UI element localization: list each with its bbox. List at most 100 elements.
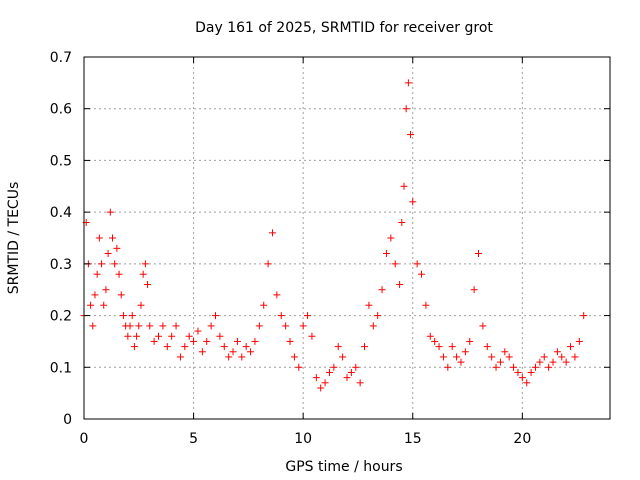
data-point <box>282 322 290 330</box>
data-point <box>91 291 99 299</box>
data-point <box>426 332 434 340</box>
data-point <box>117 291 125 299</box>
data-point <box>130 343 138 351</box>
data-point <box>398 218 406 226</box>
data-point <box>233 337 241 345</box>
data-point <box>422 301 430 309</box>
x-tick-label: 20 <box>513 431 531 447</box>
data-point <box>505 353 513 361</box>
data-point <box>396 281 404 289</box>
data-point <box>264 260 272 268</box>
data-point <box>155 332 163 340</box>
data-point <box>466 337 474 345</box>
data-point <box>268 229 276 237</box>
data-point <box>119 312 127 320</box>
y-tick-label: 0.6 <box>50 102 72 118</box>
data-point <box>457 358 465 366</box>
data-point <box>501 348 509 356</box>
data-point <box>365 301 373 309</box>
data-point <box>238 353 246 361</box>
grid-lines <box>84 57 610 419</box>
data-point <box>374 312 382 320</box>
data-point <box>409 198 417 206</box>
data-point <box>102 286 110 294</box>
data-point <box>168 332 176 340</box>
data-point <box>431 337 439 345</box>
data-point <box>260 301 268 309</box>
data-point <box>216 332 224 340</box>
data-point <box>470 286 478 294</box>
data-point <box>448 343 456 351</box>
data-point <box>207 322 215 330</box>
data-point <box>496 358 504 366</box>
data-point <box>492 363 500 371</box>
data-point <box>133 332 141 340</box>
data-point <box>144 281 152 289</box>
data-point <box>286 337 294 345</box>
data-point <box>115 270 123 278</box>
data-point <box>413 260 421 268</box>
data-point <box>527 368 535 376</box>
data-point <box>523 379 531 387</box>
data-point <box>255 322 263 330</box>
data-point <box>571 353 579 361</box>
data-point <box>483 343 491 351</box>
data-point <box>562 358 570 366</box>
data-point <box>567 343 575 351</box>
data-point <box>89 322 97 330</box>
data-point <box>98 260 106 268</box>
data-point <box>113 244 121 252</box>
data-point <box>407 131 415 139</box>
data-point <box>387 234 395 242</box>
data-point <box>111 260 119 268</box>
data-point <box>225 353 233 361</box>
plot-frame <box>83 56 611 420</box>
data-point <box>540 353 548 361</box>
y-tick-label: 0 <box>63 412 72 428</box>
data-point <box>558 353 566 361</box>
data-point <box>137 301 145 309</box>
data-point <box>212 312 219 320</box>
data-point <box>518 374 526 382</box>
y-tick-label: 0.4 <box>50 205 72 221</box>
data-point <box>251 337 259 345</box>
y-tick-label: 0.1 <box>50 360 72 376</box>
data-point <box>194 327 202 335</box>
data-point <box>128 312 136 320</box>
data-point <box>536 358 544 366</box>
data-point <box>531 363 539 371</box>
data-point <box>378 286 386 294</box>
data-point <box>176 353 184 361</box>
data-point <box>343 374 351 382</box>
data-point <box>510 363 518 371</box>
data-point <box>229 348 237 356</box>
x-tick-label: 10 <box>294 431 312 447</box>
data-point <box>277 312 285 320</box>
data-point <box>553 348 561 356</box>
data-point <box>108 234 116 242</box>
data-point <box>439 353 447 361</box>
data-point <box>106 208 114 216</box>
data-point <box>104 250 112 258</box>
data-point <box>93 270 101 278</box>
data-point <box>150 337 158 345</box>
axis-ticks: 0 0.1 0.2 0.3 0.4 0.5 0.6 0.7 0 5 10 15 20 <box>50 50 610 447</box>
data-point <box>124 332 132 340</box>
data-point <box>95 234 103 242</box>
data-point <box>475 250 482 258</box>
data-point <box>352 363 360 371</box>
x-tick-label: 5 <box>189 431 198 447</box>
data-point <box>580 312 588 320</box>
data-point <box>514 368 522 376</box>
data-point <box>185 332 193 340</box>
data-point <box>347 368 355 376</box>
y-tick-label: 0.7 <box>50 50 72 66</box>
data-point <box>488 353 496 361</box>
data-point <box>163 343 171 351</box>
data-point <box>135 322 143 330</box>
data-point <box>444 363 452 371</box>
data-point <box>87 301 95 309</box>
data-point <box>418 270 426 278</box>
data-point <box>181 343 189 351</box>
